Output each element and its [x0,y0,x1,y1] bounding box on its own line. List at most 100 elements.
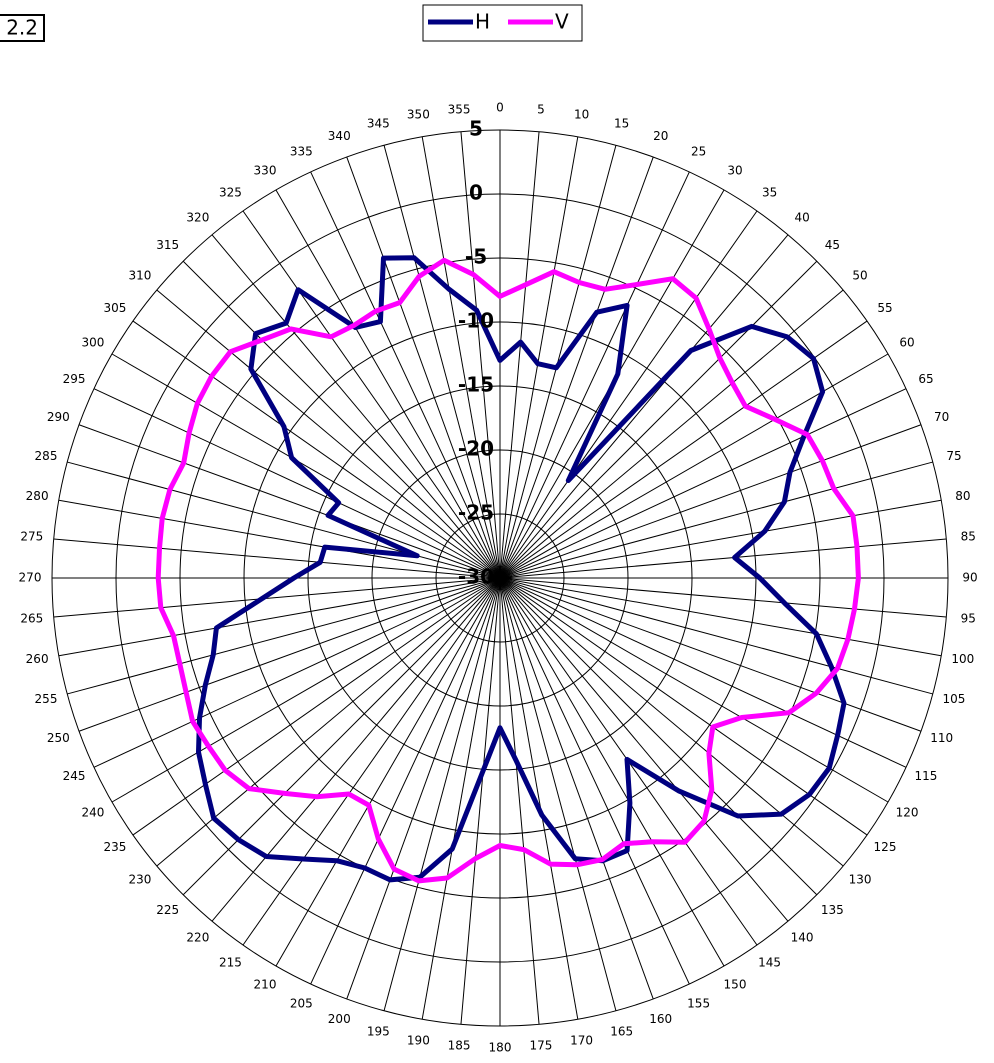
angle-label: 155 [687,996,710,1010]
angle-label: 90 [962,571,977,585]
spoke [242,210,501,579]
legend-label: H [475,10,490,34]
spoke [499,577,654,1000]
spoke [499,461,933,579]
angle-label: 330 [254,163,277,177]
spoke [499,577,844,867]
spoke [421,577,501,1020]
angle-label: 260 [26,652,49,666]
angle-label: 165 [610,1024,633,1038]
angle-label: 220 [186,931,209,945]
angle-label: 125 [874,840,897,854]
spoke [346,577,501,1000]
spoke [78,577,501,732]
angle-label: 105 [943,692,966,706]
angle-label: 175 [530,1039,553,1053]
angle-label: 250 [47,731,70,745]
spoke [499,424,922,579]
angle-label: 340 [328,129,351,143]
spoke [499,577,725,967]
spoke [499,577,933,695]
radial-tick-label: -20 [458,437,494,461]
series-line [155,257,861,884]
spoke [53,538,501,579]
spoke [132,577,501,836]
spoke [499,320,868,579]
spoke [499,577,540,1025]
angle-label: 215 [219,956,242,970]
angle-label: 225 [156,903,179,917]
angle-label: 15 [614,117,629,131]
spoke [499,577,690,985]
angle-label: 120 [896,806,919,820]
angle-label: 350 [407,108,430,122]
spoke [310,577,501,985]
radial-tick-label: -5 [465,245,487,269]
spoke [499,156,654,579]
angle-label: 195 [367,1024,390,1038]
angle-label: 25 [691,145,706,159]
spoke [93,577,501,768]
angle-label: 70 [934,410,949,424]
spoke [182,577,501,896]
spoke [499,577,907,768]
angle-label: 55 [877,301,892,315]
angle-label: 325 [219,185,242,199]
angle-label: 205 [290,996,313,1010]
spoke [499,577,947,618]
spoke [499,577,617,1011]
spoke [383,145,501,579]
spoke [53,577,501,618]
angle-label: 50 [852,268,867,282]
spoke [111,577,501,803]
spoke [499,577,818,896]
spoke [499,388,907,579]
angle-label: 270 [19,571,42,585]
angle-label: 185 [448,1039,471,1053]
spoke [67,461,501,579]
radial-tick-label: -10 [458,309,494,333]
angle-label: 275 [20,530,43,544]
spoke [211,577,501,922]
spoke [242,577,501,946]
spoke [67,577,501,695]
spoke [275,577,501,967]
spoke [383,577,501,1011]
angle-label: 150 [724,978,747,992]
angle-label: 40 [794,210,809,224]
angle-label: 300 [82,336,105,350]
angle-label: 290 [47,410,70,424]
radial-tick-label: -15 [458,373,494,397]
spoke [499,171,690,579]
angle-label: 80 [955,489,970,503]
spoke [346,156,501,579]
angle-label: 180 [489,1041,512,1055]
spoke [499,499,942,579]
spoke [499,260,818,579]
spoke [499,577,889,803]
angle-label: 135 [821,903,844,917]
spoke [58,577,501,657]
spoke [211,234,501,579]
spoke [499,577,789,922]
angle-label: 75 [946,449,961,463]
angle-label: 5 [537,102,545,116]
spoke [460,577,501,1025]
series-line [196,255,847,883]
angle-label: 305 [104,301,127,315]
radial-tick-label: 5 [469,117,483,141]
spoke [499,577,922,732]
angle-label: 245 [63,769,86,783]
spoke [132,320,501,579]
angle-label: 140 [791,931,814,945]
radial-tick-label: 0 [469,181,483,205]
radial-tick-label: -30 [458,565,494,589]
angle-label: 320 [186,210,209,224]
legend-label: V [555,10,569,34]
angle-label: 230 [129,873,152,887]
spoke [421,136,501,579]
spoke [310,171,501,579]
spoke [499,353,889,579]
annotation-box [0,14,45,42]
